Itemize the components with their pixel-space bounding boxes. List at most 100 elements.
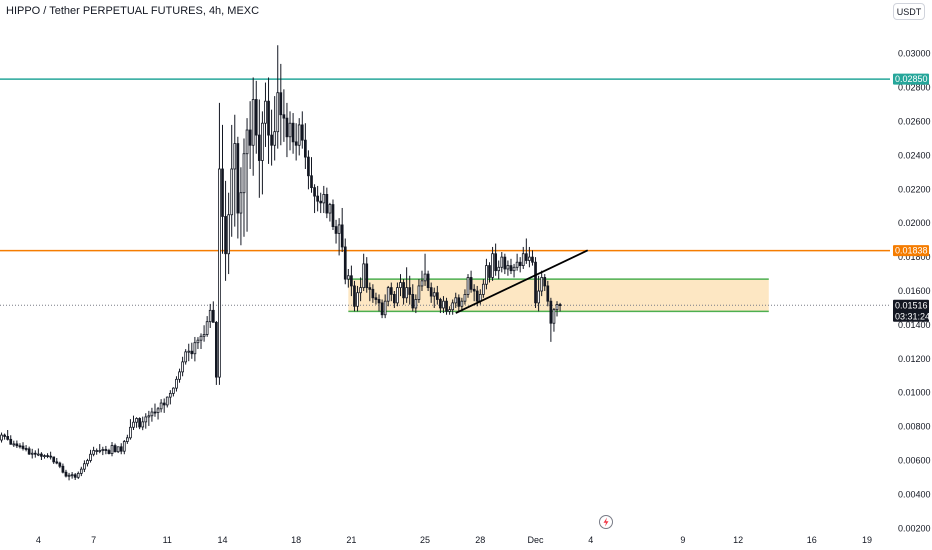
candle-body [199, 335, 203, 341]
candle-body [543, 277, 547, 287]
candle [374, 292, 378, 305]
range-box [348, 279, 769, 312]
candle [113, 443, 117, 453]
candle [411, 284, 415, 312]
currency-button[interactable]: USDT [893, 3, 925, 20]
candle [221, 124, 224, 254]
resistance-price-tag: 0.02850 [893, 73, 929, 85]
candle [245, 118, 249, 232]
candle-body [383, 300, 387, 316]
candle-body [172, 387, 175, 394]
candle-body [454, 297, 458, 304]
candle [531, 250, 534, 266]
candle [61, 463, 65, 474]
candle-body [37, 453, 40, 456]
candle-body [405, 287, 408, 299]
candle-body [175, 378, 178, 389]
candle-body [313, 187, 316, 197]
candle-body [273, 131, 277, 146]
price-tick-label: 0.01400 [898, 320, 931, 330]
current-price-tag-countdown: 03:31:24 [895, 311, 930, 321]
candle [291, 113, 295, 154]
candle-body [165, 396, 169, 406]
candle-body [435, 292, 439, 300]
candle-body [27, 448, 31, 455]
candle [270, 109, 273, 166]
candle [251, 77, 255, 176]
candle-body [129, 426, 132, 439]
price-tick-label: 0.01800 [898, 252, 931, 262]
candle-body [156, 408, 160, 413]
candle-body [304, 139, 307, 158]
candle-body [386, 287, 390, 302]
candle [337, 218, 341, 256]
time-tick-label: 28 [475, 535, 485, 545]
candle-body [64, 471, 68, 477]
candle [491, 246, 494, 281]
candle-body [359, 287, 362, 294]
time-tick-label: Dec [528, 535, 545, 545]
time-axis[interactable]: 4 7 11 14 18 21 25 28 Dec 4 9 12 16 19 [36, 535, 872, 545]
candle [288, 111, 292, 151]
candle-body [350, 275, 353, 287]
candle [414, 294, 418, 314]
price-axis[interactable]: 0.00200 0.00400 0.00600 0.00800 0.01000 0.012… [898, 49, 931, 534]
candle-body [267, 100, 270, 136]
candle-body [331, 204, 335, 228]
candle-body [227, 214, 230, 255]
candle [521, 246, 525, 269]
candle [313, 184, 316, 214]
candle [248, 101, 252, 169]
candle-body [254, 99, 258, 136]
candle [211, 301, 215, 323]
candle [215, 321, 218, 385]
candle [196, 337, 200, 349]
candle-body [399, 282, 402, 289]
candle-body [110, 445, 114, 454]
candle-body [368, 287, 372, 290]
candle [147, 410, 151, 426]
candle-body [153, 411, 157, 414]
candle [135, 417, 138, 428]
candle-body [132, 421, 135, 428]
candle-body [18, 445, 22, 448]
time-tick-label: 4 [588, 535, 593, 545]
candle [30, 448, 34, 459]
candle [509, 258, 513, 275]
candle [322, 185, 326, 214]
candle [340, 207, 344, 253]
candle [9, 435, 13, 445]
price-tick-label: 0.00200 [898, 523, 931, 533]
candle-body [9, 438, 13, 445]
candle-body [67, 474, 71, 477]
candle-body [202, 334, 206, 337]
candle-body [371, 288, 375, 299]
candle-body [325, 194, 329, 214]
time-tick-label: 4 [36, 535, 41, 545]
candle [448, 306, 451, 315]
candle-body [218, 168, 221, 378]
candle-body [279, 92, 283, 116]
candle [175, 376, 178, 392]
candle [297, 118, 301, 156]
candle [233, 114, 237, 227]
candle [172, 387, 175, 397]
price-tick-label: 0.02600 [898, 117, 931, 127]
candle-body [58, 462, 62, 467]
candle [153, 403, 157, 417]
candle [126, 434, 129, 444]
price-tick-label: 0.01000 [898, 388, 931, 398]
time-tick-label: 7 [91, 535, 96, 545]
candle-body [521, 253, 525, 266]
candle [328, 202, 332, 222]
candle [552, 307, 556, 332]
candle [383, 294, 387, 319]
candle [420, 270, 424, 292]
candle [40, 452, 43, 460]
price-tick-label: 0.02200 [898, 184, 931, 194]
lightning-icon[interactable] [599, 515, 613, 529]
candle-body [0, 434, 3, 441]
candle-body [555, 304, 559, 311]
candle [227, 192, 230, 275]
